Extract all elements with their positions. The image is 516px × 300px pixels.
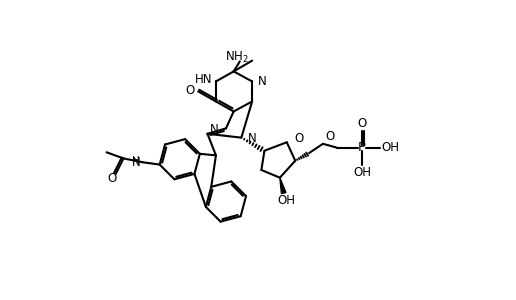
Text: N: N [259,75,267,88]
Text: NH$_2$: NH$_2$ [225,50,249,65]
Polygon shape [280,178,286,194]
Text: N: N [248,132,257,145]
Text: O: O [185,84,195,97]
Text: P: P [358,141,366,154]
Text: H: H [132,156,140,166]
Text: OH: OH [277,194,295,206]
Text: OH: OH [353,166,371,179]
Text: O: O [295,132,304,145]
Text: N: N [132,156,140,169]
Text: HN: HN [196,74,213,86]
Text: O: O [107,172,117,185]
Text: OH: OH [382,141,400,154]
Text: N: N [211,123,219,136]
Text: O: O [358,117,367,130]
Text: O: O [325,130,334,143]
